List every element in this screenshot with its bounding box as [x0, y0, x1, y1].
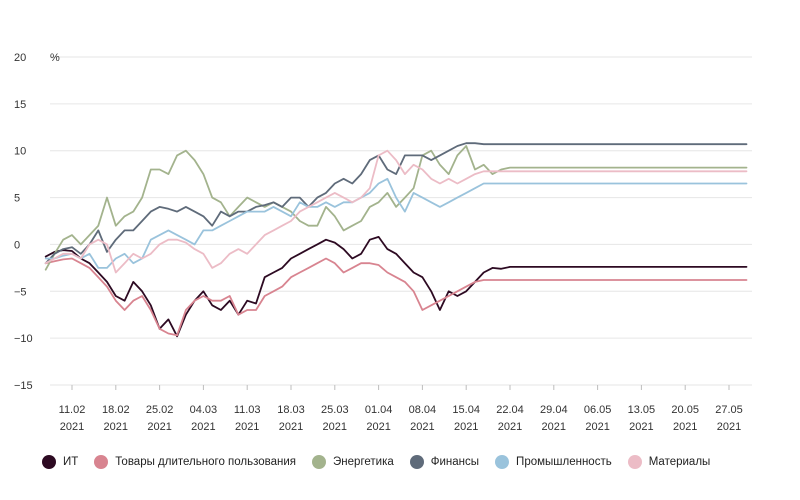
legend-label: Финансы — [430, 456, 480, 468]
x-tick-label-date: 20.05 — [671, 404, 699, 416]
x-tick-label-date: 18.03 — [277, 404, 305, 416]
y-axis-label: % — [50, 52, 60, 64]
x-tick-label-year: 2021 — [673, 421, 697, 433]
x-tick-label-date: 18.02 — [102, 404, 130, 416]
y-tick-label: 0 — [14, 239, 20, 251]
y-tick-label: 20 — [14, 52, 26, 64]
legend-item: Промышленность — [495, 455, 612, 469]
legend-swatch — [409, 455, 424, 469]
x-tick-label-year: 2021 — [498, 421, 522, 433]
y-tick-label: −10 — [14, 333, 33, 345]
line-chart: 20 15 10 5 0 −5 −10 −15 % 11.02 2021 18.02 2021 25.… — [14, 52, 752, 433]
y-axis: 20 15 10 5 0 −5 −10 −15 — [14, 52, 33, 392]
x-tick-label-date: 01.04 — [365, 404, 393, 416]
legend-swatch — [42, 455, 56, 469]
y-tick-label: 15 — [14, 99, 26, 111]
series-line — [44, 149, 748, 274]
x-tick-label-date: 11.03 — [234, 404, 261, 416]
legend: ИТ Товары длительного пользования Энергети… — [42, 455, 782, 469]
series-line — [44, 142, 748, 265]
series-line — [44, 145, 748, 271]
legend-item: Энергетика — [312, 455, 394, 469]
x-tick-label-year: 2021 — [104, 421, 128, 433]
x-tick-label-date: 11.02 — [59, 404, 86, 416]
y-tick-label: 10 — [14, 146, 26, 158]
legend-swatch — [94, 455, 109, 469]
x-tick-label-year: 2021 — [323, 421, 347, 433]
x-tick-label-year: 2021 — [60, 421, 84, 433]
x-tick-label-date: 27.05 — [715, 404, 743, 416]
x-tick-label-date: 06.05 — [584, 404, 612, 416]
x-tick-label-year: 2021 — [235, 421, 259, 433]
y-tick-label: −15 — [14, 380, 33, 392]
x-tick-label-year: 2021 — [542, 421, 566, 433]
x-tick-label-year: 2021 — [279, 421, 303, 433]
y-tick-label: −5 — [14, 286, 27, 298]
legend-item: Товары длительного пользования — [94, 455, 296, 469]
legend-item: Материалы — [627, 455, 711, 469]
gridlines — [50, 56, 752, 386]
x-tick-label-date: 13.05 — [628, 404, 656, 416]
legend-swatch — [495, 455, 510, 469]
x-tick-label-year: 2021 — [191, 421, 215, 433]
x-tick-label-year: 2021 — [147, 421, 171, 433]
legend-label: Промышленность — [516, 456, 612, 468]
x-tick-label-year: 2021 — [366, 421, 390, 433]
series-line — [44, 177, 748, 269]
x-tick-label-date: 22.04 — [496, 404, 524, 416]
x-axis: 11.02 2021 18.02 2021 25.02 2021 04.03 2021 11.0… — [59, 385, 743, 433]
legend-item: Финансы — [409, 455, 480, 469]
x-tick-label-date: 25.02 — [146, 404, 174, 416]
x-tick-label-date: 25.03 — [321, 404, 349, 416]
x-tick-label-year: 2021 — [717, 421, 741, 433]
legend-swatch — [627, 455, 642, 469]
legend-label: Энергетика — [333, 456, 394, 468]
legend-label: ИТ — [63, 456, 79, 468]
y-tick-label: 5 — [14, 193, 20, 205]
x-tick-label-year: 2021 — [629, 421, 653, 433]
series-line — [44, 257, 748, 337]
x-tick-label-date: 04.03 — [190, 404, 218, 416]
x-tick-label-year: 2021 — [410, 421, 434, 433]
series-line — [44, 235, 748, 338]
x-tick-label-date: 15.04 — [452, 404, 480, 416]
x-tick-label-year: 2021 — [585, 421, 609, 433]
series-lines — [44, 142, 748, 338]
x-tick-label-date: 29.04 — [540, 404, 568, 416]
legend-item: ИТ — [42, 455, 78, 469]
legend-swatch — [312, 455, 327, 469]
legend-label: Товары длительного пользования — [115, 456, 297, 468]
x-tick-label-year: 2021 — [454, 421, 478, 433]
x-tick-label-date: 08.04 — [409, 404, 437, 416]
legend-label: Материалы — [648, 456, 711, 468]
